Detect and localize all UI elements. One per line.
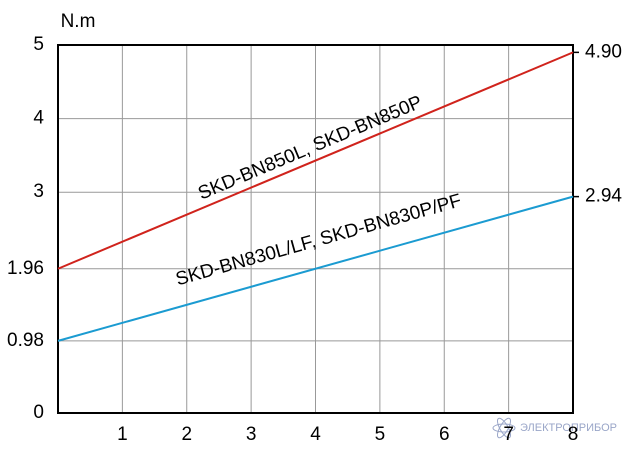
y-tick-label: 0.98: [7, 330, 44, 351]
x-tick-label: 5: [375, 424, 386, 445]
x-tick-label: 4: [310, 424, 321, 445]
x-tick-label: 2: [181, 424, 192, 445]
y-tick-label: 3: [33, 181, 44, 202]
y-axis-label: N.m: [61, 11, 96, 32]
x-tick-label: 1: [117, 424, 128, 445]
x-tick-label: 7: [503, 424, 514, 445]
y-tick-label: 4: [33, 108, 44, 129]
y-tick-label: 0: [33, 402, 44, 423]
x-tick-label: 6: [439, 424, 450, 445]
series-label: SKD-BN850L, SKD-BN850P: [195, 92, 425, 205]
y2-tick-label: 2.94: [585, 186, 622, 207]
x-tick-label: 3: [246, 424, 257, 445]
series-line: [57, 51, 574, 270]
y-tick-label: 1.96: [7, 258, 44, 279]
watermark-logo: [492, 417, 516, 439]
watermark: ЭЛЕКТРОПРИБОР: [520, 422, 617, 434]
y2-tick-label: 4.90: [585, 41, 622, 62]
series-line: [57, 195, 574, 342]
x-tick-label: 8: [568, 424, 579, 445]
y-tick-label: 5: [33, 34, 44, 55]
plot-frame: [57, 44, 574, 414]
